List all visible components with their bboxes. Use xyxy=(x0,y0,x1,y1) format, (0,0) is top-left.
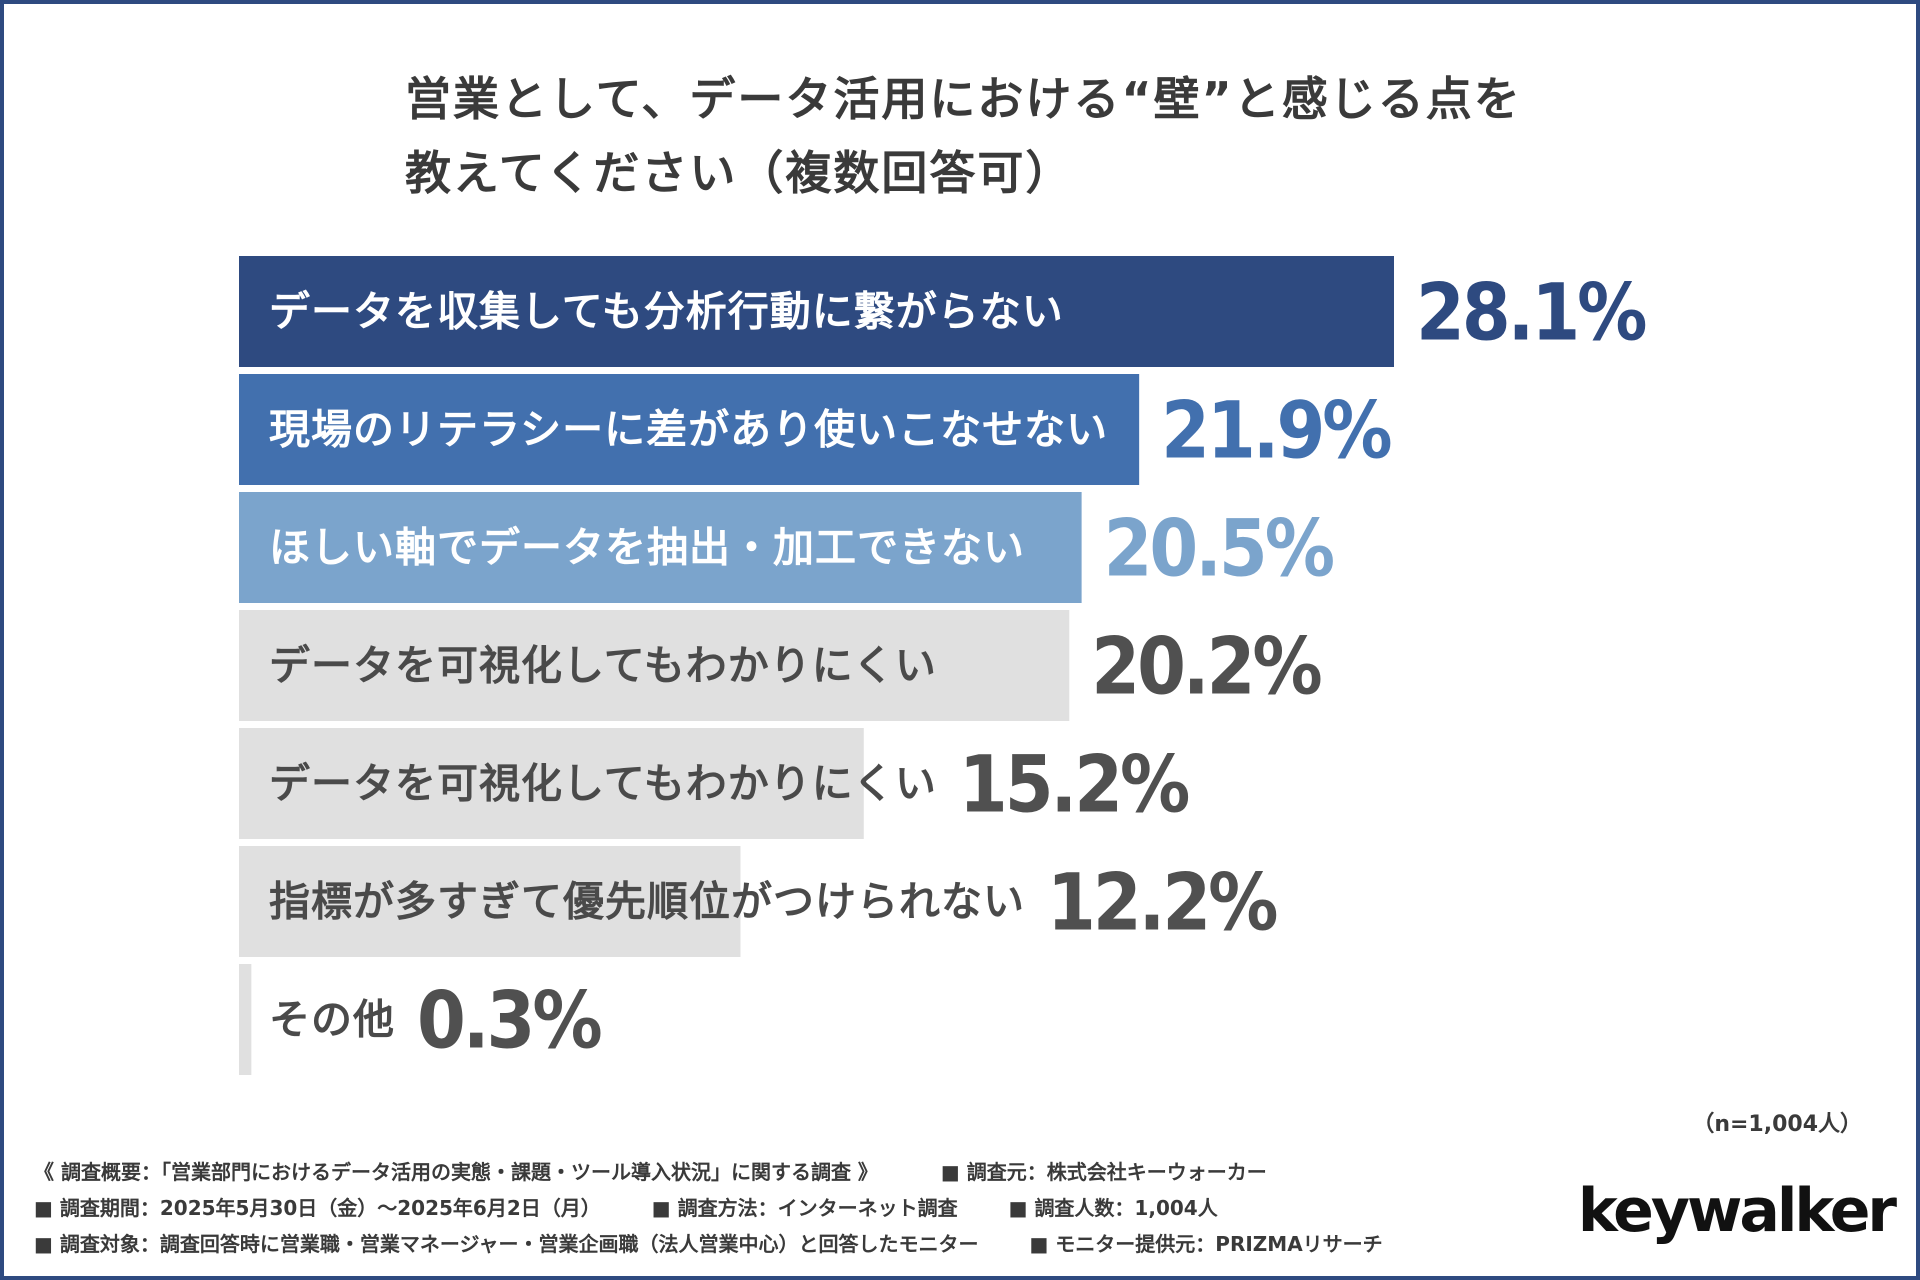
bar-7 xyxy=(239,964,252,1075)
survey-footer: 《 調査概要：「営業部門におけるデータ活用の実態・課題・ツール導入状況」に関する… xyxy=(34,1154,1564,1262)
value-label-5: 15.2% xyxy=(959,741,1189,831)
sample-size: （n=1,004人） xyxy=(1692,1112,1862,1137)
survey-respondents: ■ 調査人数：1,004人 xyxy=(1008,1196,1218,1220)
bar-4 xyxy=(239,610,1070,721)
value-label-6: 12.2% xyxy=(1047,859,1277,949)
chart-title: 営業として、データ活用における“壁”と感じる点を 教えてください（複数回答可） xyxy=(405,62,1705,210)
bar-label-5: データを可視化してもわかりにくい xyxy=(269,760,937,808)
survey-period: ■ 調査期間：2025年5月30日（金）～2025年6月2日（月） xyxy=(34,1196,601,1220)
bar-5 xyxy=(239,728,864,839)
survey-method: ■ 調査方法：インターネット調査 xyxy=(651,1196,958,1220)
value-label-3: 20.5% xyxy=(1104,505,1334,595)
survey-overview: 《 調査概要：「営業部門におけるデータ活用の実態・課題・ツール導入状況」に関する… xyxy=(34,1160,878,1184)
bar-1 xyxy=(239,256,1394,367)
value-label-2: 21.9% xyxy=(1161,387,1391,477)
value-label-7: 0.3% xyxy=(417,977,601,1067)
bar-label-6: 指標が多すぎて優先順位がつけられない xyxy=(269,878,1025,926)
bar-label-7: その他 xyxy=(269,996,395,1044)
survey-target: ■ 調査対象：調査回答時に営業職・営業マネージャー・営業企画職（法人営業中心）と… xyxy=(34,1232,979,1256)
bar-label-2: 現場のリテラシーに差があり使いこなせない xyxy=(269,406,1108,454)
bar-label-4: データを可視化してもわかりにくい xyxy=(269,642,937,690)
bar-2 xyxy=(239,374,1140,485)
bar-label-3: ほしい軸でデータを抽出・加工できない xyxy=(269,524,1025,572)
bar-3 xyxy=(239,492,1082,603)
bar-6 xyxy=(239,846,741,957)
survey-source: ■ 調査元：株式会社キーウォーカー xyxy=(940,1160,1267,1184)
value-label-1: 28.1% xyxy=(1416,269,1646,359)
bar-label-1: データを収集しても分析行動に繋がらない xyxy=(269,288,1064,336)
title-line-2: 教えてください（複数回答可） xyxy=(405,146,1074,200)
monitor-provider: ■ モニター提供元：PRIZMAリサーチ xyxy=(1029,1232,1383,1256)
value-label-4: 20.2% xyxy=(1091,623,1321,713)
title-line-1: 営業として、データ活用における“壁”と感じる点を xyxy=(405,72,1522,126)
keywalker-logo: keywalker xyxy=(1577,1176,1897,1246)
